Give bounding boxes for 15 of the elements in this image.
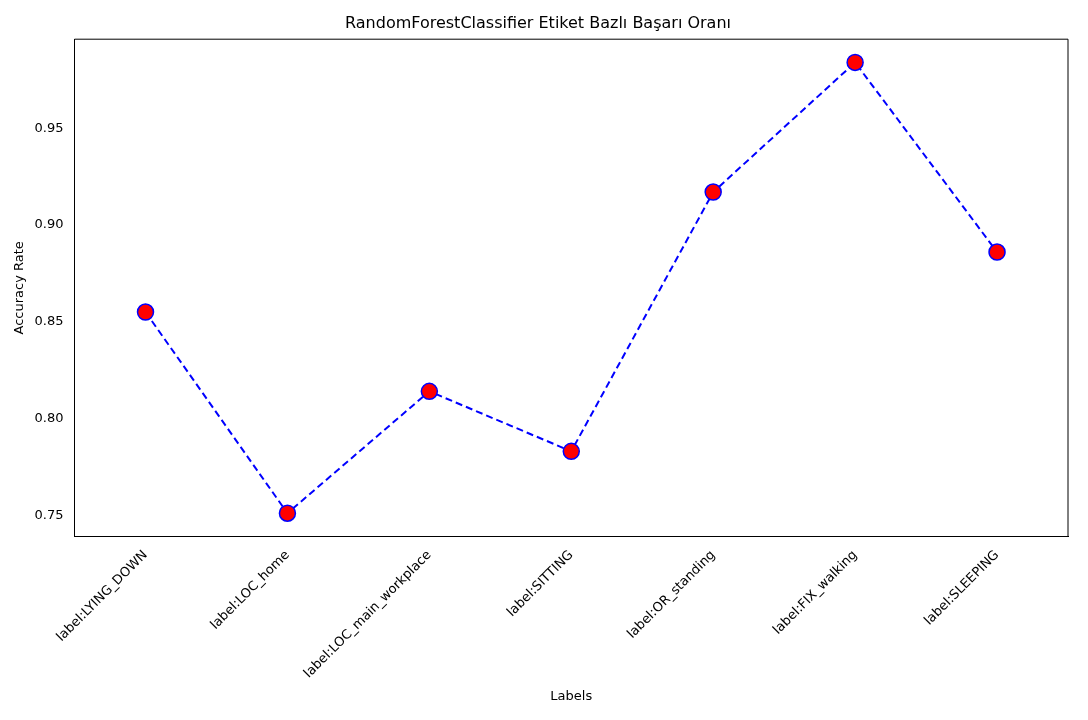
y-tick-label: 0.75 <box>34 506 64 522</box>
point <box>420 382 439 401</box>
y-axis-title: Accuracy Rate <box>11 241 27 335</box>
chart-title: RandomForestClassifier Etiket Bazlı Başarı Oranı <box>345 12 731 32</box>
point <box>704 183 722 201</box>
point <box>846 53 864 72</box>
y-tick-label: 0.80 <box>34 409 64 425</box>
point <box>278 504 297 522</box>
point <box>988 243 1006 261</box>
y-tick-label: 0.95 <box>34 119 64 135</box>
y-tick-label: 0.90 <box>34 216 64 232</box>
y-tick-label: 0.85 <box>34 313 64 329</box>
x-axis-title: Labels <box>550 687 593 703</box>
point <box>136 303 155 321</box>
point <box>562 442 581 461</box>
